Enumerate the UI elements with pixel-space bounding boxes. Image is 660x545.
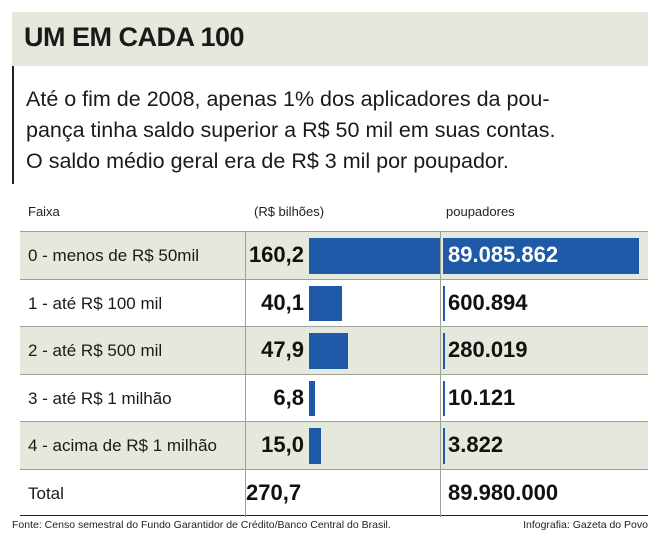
intro-text: Até o fim de 2008, apenas 1% dos aplicad… (26, 84, 646, 177)
title-band (12, 12, 648, 66)
intro-line: Até o fim de 2008, apenas 1% dos aplicad… (26, 87, 550, 111)
row-divider (20, 278, 648, 280)
total-label: Total (28, 483, 64, 503)
row-divider (20, 468, 648, 470)
column-divider (440, 232, 441, 517)
savers-bar (443, 380, 445, 416)
intro-line: O saldo médio geral era de R$ 3 mil por … (26, 149, 509, 173)
value-label: 15,0 (261, 432, 304, 457)
savers-label: 600.894 (448, 289, 528, 315)
value-bar (309, 285, 342, 321)
chart-title: UM EM CADA 100 (24, 22, 245, 52)
row-divider (20, 326, 648, 327)
value-label: 160,2 (248, 242, 304, 267)
credit-note: Infografia: Gazeta do Povo (523, 519, 648, 531)
value-label: 40,1 (261, 289, 304, 315)
source-note: Fonte: Censo semestral do Fundo Garantid… (12, 519, 391, 531)
savers-label: 89.085.862 (448, 242, 559, 267)
total-savers: 89.980.000 (448, 479, 559, 505)
column-header-faixa: Faixa (28, 204, 60, 219)
total-value: 270,7 (246, 479, 302, 505)
row-category-label: 3 - até R$ 1 milhão (28, 388, 172, 408)
row-category-label: 0 - menos de R$ 50mil (28, 246, 200, 265)
value-bar (309, 333, 348, 369)
savers-label: 10.121 (448, 384, 516, 410)
row-divider (20, 515, 648, 516)
row-category-label: 2 - até R$ 500 mil (28, 341, 163, 360)
savers-label: 280.019 (448, 337, 528, 362)
column-header-poupadores: poupadores (446, 204, 515, 219)
value-label: 6,8 (273, 384, 304, 410)
intro-line: pança tinha saldo superior a R$ 50 mil e… (26, 118, 556, 142)
savers-bar (443, 238, 639, 274)
intro-rule (12, 66, 14, 184)
value-bar (309, 428, 321, 464)
savers-bar (443, 333, 445, 369)
column-header-valor: (R$ bilhões) (254, 204, 325, 219)
value-label: 47,9 (261, 337, 304, 362)
row-category-label: 1 - até R$ 100 mil (28, 293, 163, 313)
value-bar (309, 238, 441, 274)
savers-bar (443, 285, 445, 321)
row-divider (20, 421, 648, 422)
column-divider (245, 232, 246, 517)
savers-label: 3.822 (448, 432, 504, 457)
savers-bar (443, 428, 445, 464)
row-band (20, 422, 648, 469)
row-divider (20, 231, 648, 232)
row-category-label: 4 - acima de R$ 1 milhão (28, 436, 217, 455)
row-divider (20, 373, 648, 375)
value-bar (309, 380, 315, 416)
